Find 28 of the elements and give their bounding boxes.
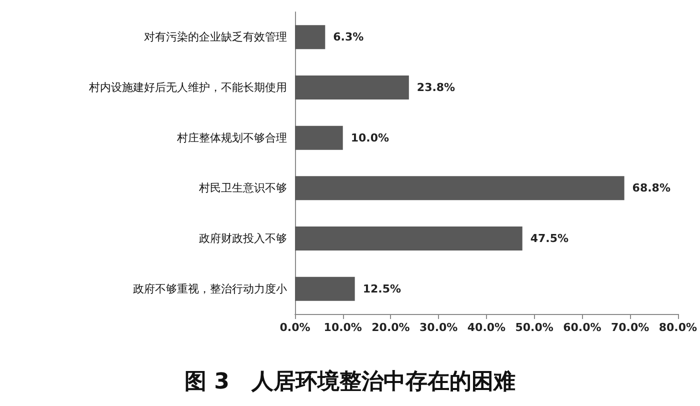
bar: [295, 25, 326, 50]
y-tick-label: 村内设施建好后无人维护，不能长期使用: [88, 81, 287, 94]
bar: [295, 126, 343, 150]
y-tick-label: 政府不够重视，整治行动力度小: [133, 282, 287, 296]
data-label: 23.8%: [416, 81, 456, 94]
data-label: 47.5%: [530, 232, 569, 245]
y-tick-label: 对有污染的企业缺乏有效管理: [144, 30, 287, 44]
x-tick-label: 30.0%: [420, 321, 458, 334]
bar: [295, 176, 624, 200]
bar: [295, 76, 409, 100]
x-tick-label: 70.0%: [610, 321, 650, 334]
bar: [295, 276, 355, 301]
data-label: 12.5%: [362, 282, 402, 296]
x-tick-label: 80.0%: [658, 321, 698, 334]
data-label: 10.0%: [350, 131, 390, 144]
x-tick-label: 20.0%: [372, 321, 410, 334]
text: 图 3 人居环境整治中存在的困难: [184, 368, 516, 394]
y-tick-label: 村民卫生意识不够: [198, 182, 287, 195]
x-tick-label: 0.0%: [280, 321, 310, 334]
x-tick-label: 60.0%: [563, 321, 602, 334]
x-tick-label: 40.0%: [467, 321, 506, 334]
x-tick-label: 10.0%: [324, 321, 362, 334]
y-tick-label: 村庄整体规划不够合理: [176, 131, 287, 144]
x-tick-label: 50.0%: [515, 321, 554, 334]
bar: [295, 226, 522, 250]
y-tick-label: 政府财政投入不够: [199, 232, 287, 245]
data-label: 6.3%: [333, 30, 364, 44]
data-label: 68.8%: [632, 182, 670, 195]
